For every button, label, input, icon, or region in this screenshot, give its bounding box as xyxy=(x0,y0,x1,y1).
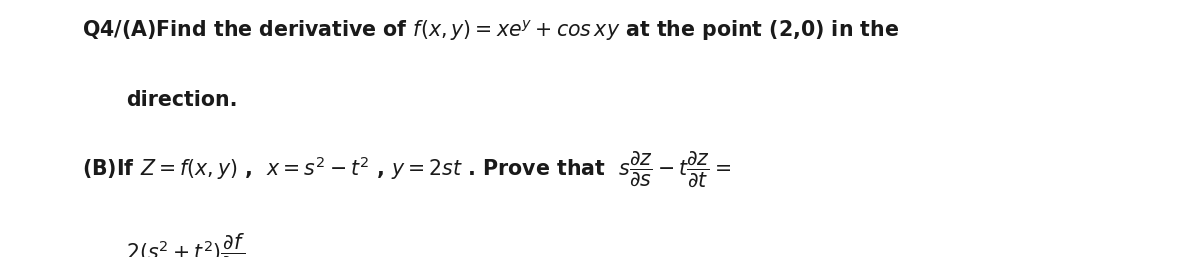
Text: direction.: direction. xyxy=(126,90,238,110)
Text: Q4/(A)Find the derivative of $f(x, y) = xe^{y} + \mathit{cos}\,\mathit{xy}$ at t: Q4/(A)Find the derivative of $f(x, y) = … xyxy=(82,18,899,43)
Text: (B)If $Z = f(x, y)$ ,  $x = s^{2} - t^{2}$ , $y = 2st$ . Prove that  $s\dfrac{\p: (B)If $Z = f(x, y)$ , $x = s^{2} - t^{2}… xyxy=(82,149,731,189)
Text: $2(s^{2} + t^{2})\dfrac{\partial f}{\partial x}$: $2(s^{2} + t^{2})\dfrac{\partial f}{\par… xyxy=(126,231,246,257)
